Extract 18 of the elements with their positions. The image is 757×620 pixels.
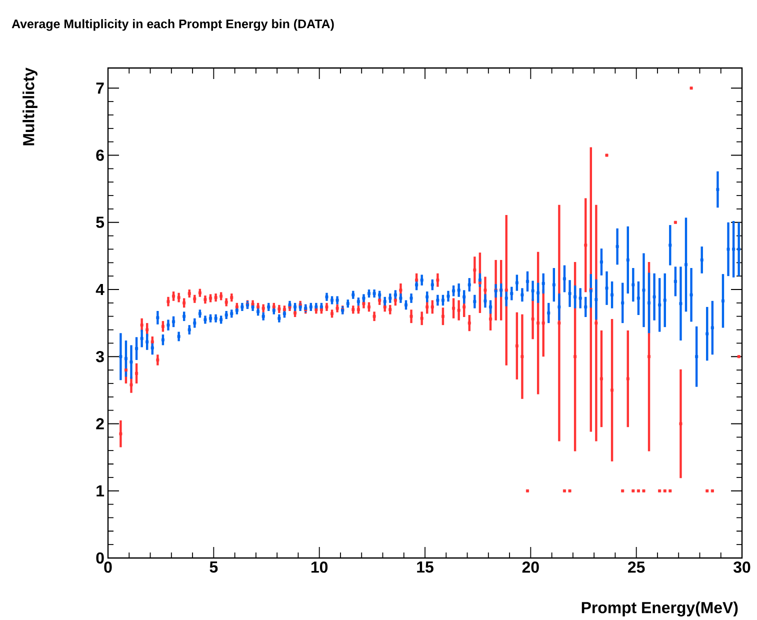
x-tick-label: 30 <box>734 562 750 573</box>
y-tick-label: 7 <box>96 82 104 94</box>
x-tick-label: 0 <box>104 562 112 573</box>
y-axis-title: Multiplicty <box>22 68 38 146</box>
x-tick-label: 5 <box>210 562 218 573</box>
x-tick-label: 15 <box>417 562 434 573</box>
y-tick-label: 2 <box>96 418 104 430</box>
x-tick-label: 20 <box>522 562 539 573</box>
x-tick-label: 10 <box>311 562 328 573</box>
y-tick-label: 4 <box>96 284 104 295</box>
y-tick-label: 6 <box>96 150 104 161</box>
x-axis-title: Prompt Energy(MeV) <box>582 602 738 616</box>
y-tick-label: 5 <box>96 216 104 228</box>
y-tick-label: 1 <box>96 485 104 496</box>
chart-title: Average Multiplicity in each Prompt Energy bin (DATA) <box>12 19 334 31</box>
y-tick-label: 0 <box>96 552 104 564</box>
x-tick-label: 25 <box>628 562 645 573</box>
y-tick-label: 3 <box>96 350 104 362</box>
